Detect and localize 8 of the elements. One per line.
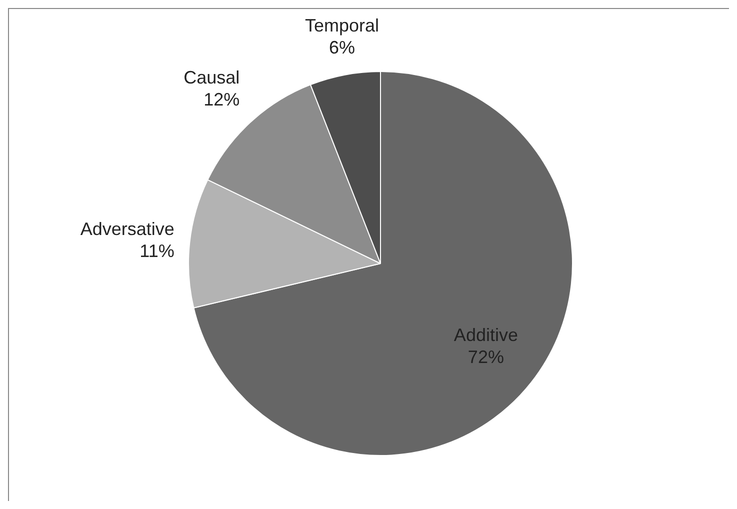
slice-label: Causal bbox=[184, 67, 240, 88]
data-label: 6% bbox=[329, 38, 356, 58]
slice-label: Adversative bbox=[80, 218, 174, 239]
slice-label: Temporal bbox=[305, 16, 380, 36]
data-label: 11% bbox=[140, 240, 174, 261]
slice-label: Additive bbox=[454, 324, 518, 345]
data-label: 72% bbox=[468, 346, 504, 367]
data-label: 12% bbox=[204, 89, 240, 110]
